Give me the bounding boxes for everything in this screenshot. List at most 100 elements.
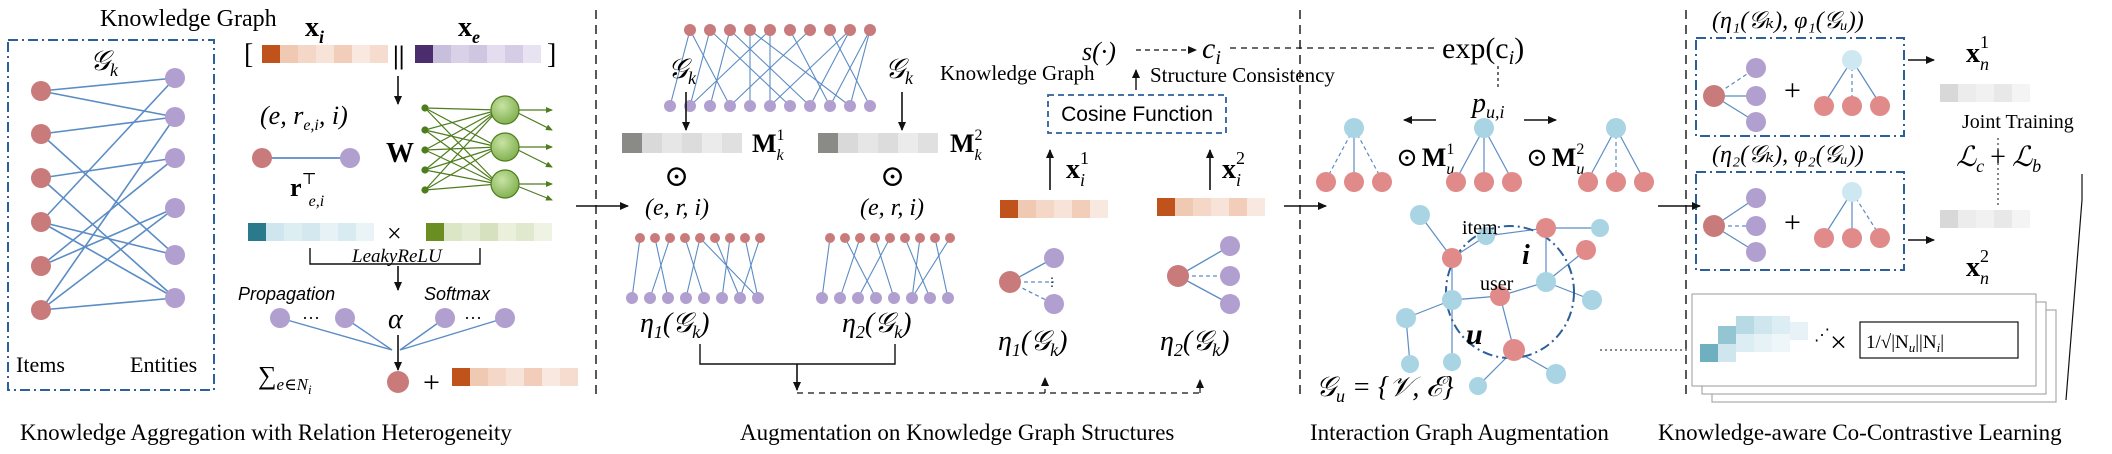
aggregated-item-node bbox=[387, 371, 409, 393]
gu-definition: 𝒢u = {𝒱, ℰ} bbox=[1316, 372, 1454, 406]
kg-edges bbox=[40, 77, 176, 311]
view-1-graphs bbox=[1703, 50, 1890, 132]
interaction-augmentation-panel: exp(ci) pu,i ⊙ M1 u ⊙ M2 u bbox=[1230, 32, 1654, 445]
u-symbol: u bbox=[1466, 318, 1483, 351]
kg-entities-label: Entities bbox=[130, 352, 197, 377]
kg-item-nodes bbox=[31, 81, 51, 320]
user-label: user bbox=[1480, 273, 1514, 295]
svg-text:⋮: ⋮ bbox=[1046, 275, 1058, 289]
loss-equation: ℒc + ℒb bbox=[1956, 142, 2041, 176]
kg-graph-symbol: 𝒢k bbox=[90, 46, 119, 80]
eri-right: (e, r, i) bbox=[860, 195, 924, 221]
kg-entity-nodes bbox=[165, 68, 185, 308]
interaction-graph bbox=[1396, 205, 1609, 395]
bracket-left: [ bbox=[244, 39, 253, 70]
similarity-function: s(·) bbox=[1082, 37, 1116, 66]
p-ui-symbol: pu,i bbox=[1470, 88, 1505, 122]
odot-right: ⊙ bbox=[880, 160, 905, 193]
view-2-label: (η₂(𝒢ₖ), φ₂(𝒢ᵤ)) bbox=[1712, 142, 1864, 168]
caption-contrastive: Knowledge-aware Co-Contrastive Learning bbox=[1658, 420, 2062, 445]
xi-symbol: xi bbox=[305, 12, 324, 47]
tuple-label: (e, re,i, i) bbox=[260, 101, 348, 134]
ci-symbol: ci bbox=[1202, 32, 1221, 69]
view-2-frame bbox=[1695, 171, 1905, 271]
mask-u2-symbol: ⊙ M2 u bbox=[1526, 141, 1584, 178]
augmented-graph-1 bbox=[626, 233, 765, 304]
x1-view-symbol: x1 i bbox=[1066, 148, 1089, 190]
top-bipartite-graph bbox=[669, 29, 871, 107]
augmented-graph-2 bbox=[816, 233, 955, 304]
neural-network-icon bbox=[421, 95, 553, 201]
xi-embedding bbox=[262, 45, 388, 63]
exp-ci: exp(ci) bbox=[1442, 32, 1524, 69]
gk-right-symbol: 𝒢k bbox=[885, 54, 914, 88]
contrastive-panel: (η₁(𝒢ₖ), φ₁(𝒢ᵤ)) + x1 n Joint Training ℒc… bbox=[1600, 8, 2083, 445]
xe-symbol: xe bbox=[458, 12, 480, 47]
contrastive-matrices: ⋰ × 1/√|Nu||Ni| bbox=[1691, 293, 2057, 403]
user-subgraph-right bbox=[1578, 118, 1654, 192]
caption-aggregation: Knowledge Aggregation with Relation Hete… bbox=[20, 420, 512, 445]
relation-entity-node bbox=[340, 148, 360, 168]
leaky-relu-label: LeakyReLU bbox=[351, 246, 443, 267]
view-1-plus: + bbox=[1784, 74, 1801, 107]
knowledge-graph-panel: Knowledge Graph 𝒢k Items Entities bbox=[7, 6, 277, 391]
gk-left-symbol: 𝒢k bbox=[668, 54, 697, 88]
mask-u1-symbol: ⊙ M1 u bbox=[1396, 141, 1454, 178]
user-subgraph-left bbox=[1316, 118, 1392, 192]
sum-symbol: ∑e∈Ni bbox=[258, 361, 312, 397]
kg-label: Knowledge Graph bbox=[940, 61, 1095, 85]
eta2-gk-right: η2(𝒢k) bbox=[1160, 326, 1229, 360]
weight-symbol: W bbox=[386, 138, 414, 169]
caption-interaction-augmentation: Interaction Graph Augmentation bbox=[1310, 420, 1609, 445]
user-subgraph-center bbox=[1446, 118, 1522, 192]
xn1-symbol: x1 n bbox=[1966, 32, 1989, 74]
view-1-label: (η₁(𝒢ₖ), φ₁(𝒢ᵤ)) bbox=[1712, 8, 1864, 34]
residual-embedding bbox=[452, 368, 578, 386]
odot-left: ⊙ bbox=[664, 160, 689, 193]
relation-vector: r⊤ e,i bbox=[290, 171, 324, 210]
xn2-symbol: x2 n bbox=[1966, 246, 1989, 288]
view-2-graphs bbox=[1703, 182, 1890, 262]
cosine-function-label: Cosine Function bbox=[1061, 103, 1213, 126]
nn-output-embedding bbox=[426, 223, 552, 241]
dots-left: ··· bbox=[302, 308, 320, 328]
kg-items-label: Items bbox=[16, 352, 65, 377]
joint-training-label: Joint Training bbox=[1962, 111, 2074, 133]
propagation-label: Propagation bbox=[238, 284, 335, 304]
eta1-gk-right: η1(𝒢k) bbox=[998, 326, 1067, 360]
view-1-embedding bbox=[1000, 200, 1108, 218]
attention-nodes bbox=[270, 308, 515, 351]
mask-2-symbol: M2 k bbox=[950, 127, 983, 164]
mask-1-embedding bbox=[622, 133, 742, 153]
xn1-embedding bbox=[1940, 84, 2030, 102]
concat-symbol: || bbox=[393, 41, 404, 70]
eta1-gk-left: η1(𝒢k) bbox=[640, 308, 709, 342]
structure-consistency-label: Structure Consistency bbox=[1150, 63, 1335, 87]
item-subgraph-2 bbox=[1167, 236, 1240, 314]
normalization-term: 1/√|Nu||Ni| bbox=[1866, 332, 1944, 355]
aggregation-panel: xi xe [ ] || (e, re,i, i) W r⊤ e,i bbox=[20, 12, 578, 445]
kg-augmentation-panel: 𝒢k 𝒢k M1 k M2 k ⊙ ⊙ (e, r, i) (e, r, i) bbox=[622, 24, 1335, 445]
kg-title: Knowledge Graph bbox=[100, 6, 277, 32]
mask-2-embedding bbox=[818, 133, 938, 153]
top-graph-entity-nodes bbox=[664, 100, 876, 112]
i-symbol: i bbox=[1522, 240, 1530, 271]
eta2-gk-left: η2(𝒢k) bbox=[842, 308, 911, 342]
bracket-right: ] bbox=[547, 39, 556, 70]
times-symbol: × bbox=[387, 219, 402, 248]
mask-1-symbol: M1 k bbox=[752, 127, 785, 164]
x2-view-symbol: x2 i bbox=[1222, 148, 1245, 190]
xn2-embedding bbox=[1940, 210, 2030, 228]
xe-embedding bbox=[415, 45, 541, 63]
svg-text:⋰: ⋰ bbox=[1814, 327, 1830, 344]
caption-kg-augmentation: Augmentation on Knowledge Graph Structur… bbox=[740, 420, 1174, 445]
plus-symbol: + bbox=[423, 366, 440, 399]
cosine-function-box bbox=[1047, 94, 1227, 134]
matrix-times: × bbox=[1830, 326, 1847, 359]
view-2-embedding bbox=[1157, 198, 1265, 216]
alpha-symbol: α bbox=[388, 304, 404, 335]
relation-embedding bbox=[248, 223, 374, 241]
kg-frame bbox=[7, 39, 215, 391]
softmax-label: Softmax bbox=[424, 284, 491, 304]
